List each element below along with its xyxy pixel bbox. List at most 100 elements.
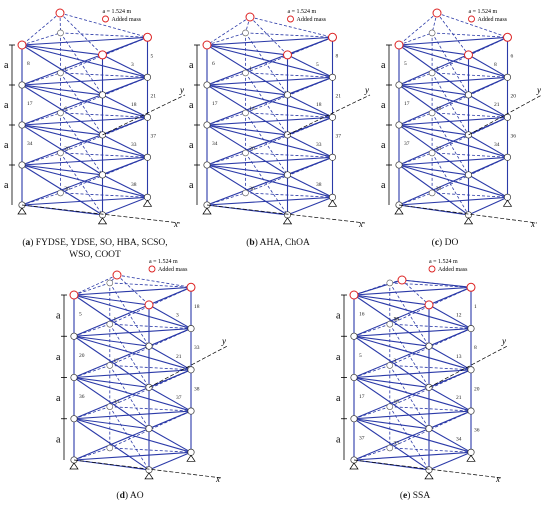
member-line — [468, 174, 508, 198]
truss-node — [18, 81, 26, 89]
member-label: 12 — [456, 313, 462, 319]
added-mass-node — [186, 282, 196, 292]
member-line — [398, 156, 508, 206]
truss-node — [18, 121, 26, 129]
member-label: 20 — [79, 353, 85, 359]
member-line-hidden — [432, 152, 508, 158]
member-label: 21 — [336, 93, 342, 99]
member-label: 38 — [194, 386, 200, 392]
truss-node — [70, 332, 78, 340]
x-axis-line — [206, 204, 366, 224]
truss-node — [386, 444, 394, 452]
member-line — [287, 174, 333, 198]
added-mass-label: Added mass — [158, 267, 188, 273]
member-label: 36 — [474, 428, 480, 434]
member-line — [73, 286, 192, 296]
x-axis-label: x — [495, 474, 500, 484]
truss-node — [145, 425, 153, 433]
y-axis-line — [287, 94, 371, 136]
truss-node — [106, 279, 114, 287]
truss-panel-b: a a a a 1 5 6 8 14 18 17 21 20 33 34 37 36 38 a = 1.524 m A… — [189, 9, 371, 229]
member-line — [148, 345, 192, 371]
member-label: 37 — [404, 141, 410, 147]
member-line — [73, 286, 192, 337]
dimension-label: a — [336, 311, 341, 322]
member-line — [353, 459, 430, 471]
truss-node — [464, 211, 473, 219]
truss-node — [283, 91, 292, 99]
member-line-hidden — [389, 365, 430, 429]
truss-node — [145, 466, 153, 474]
caption-panel-c: (c) DO — [431, 238, 459, 248]
member-line — [73, 418, 150, 471]
member-line — [21, 156, 148, 206]
x-axis-label: x — [358, 219, 363, 229]
dimension-label: a — [56, 393, 61, 404]
member-label: 3 — [131, 62, 134, 68]
member-label: 21 — [176, 354, 182, 360]
member-line-hidden — [353, 447, 390, 461]
dimension-label: a — [381, 180, 386, 191]
added-mass-node — [394, 40, 404, 50]
member-line — [73, 294, 150, 306]
member-label: 33 — [131, 142, 137, 148]
member-line — [102, 134, 148, 158]
member-line-hidden — [60, 152, 148, 158]
y-axis-label: y — [536, 85, 541, 95]
truss-node — [350, 415, 358, 423]
dimension-label: a — [381, 100, 386, 111]
truss-node — [503, 73, 512, 81]
member-line-hidden — [109, 406, 150, 471]
member-line-hidden — [109, 323, 150, 388]
member-line — [398, 76, 508, 126]
member-label: 20 — [474, 386, 480, 392]
dimension-label: a — [189, 140, 194, 151]
added-mass-node — [245, 12, 255, 22]
member-line — [287, 94, 333, 118]
member-label: 18 — [194, 304, 200, 310]
member-label: 18 — [316, 102, 322, 108]
truss-node — [187, 366, 195, 374]
member-line-hidden — [389, 406, 430, 471]
member-line — [206, 124, 288, 176]
member-line — [428, 451, 472, 471]
support-symbol — [97, 217, 108, 225]
member-line — [102, 54, 148, 78]
member-line — [206, 156, 333, 206]
truss-node — [143, 73, 152, 81]
added-mass-label: Added mass — [478, 17, 508, 23]
member-line — [21, 36, 148, 86]
member-line — [73, 451, 192, 461]
added-mass-legend-icon — [102, 15, 109, 23]
truss-node — [203, 81, 211, 89]
member-label: 1 — [249, 66, 252, 72]
support-symbol — [466, 454, 476, 462]
member-line-hidden — [206, 16, 251, 46]
member-line-hidden — [398, 72, 433, 86]
member-line-hidden — [353, 406, 390, 420]
caption-panel-a: (a) FYDSE, YDSE, SO, HBA, SCSO, WSO, COOT — [22, 238, 168, 260]
truss-node — [106, 320, 114, 328]
member-line — [73, 335, 150, 347]
member-label: 21 — [494, 102, 500, 108]
truss-node — [503, 153, 512, 161]
member-line-hidden — [206, 72, 246, 86]
truss-node — [143, 153, 152, 161]
member-line — [353, 335, 430, 347]
member-line-hidden — [432, 72, 508, 78]
member-line-hidden — [431, 12, 438, 33]
x-axis-line — [398, 204, 538, 224]
support-symbol — [282, 217, 293, 225]
member-line-hidden — [389, 365, 472, 371]
truss-node — [57, 149, 64, 157]
member-line-hidden — [389, 282, 472, 288]
member-line — [398, 124, 469, 136]
truss-node — [106, 403, 114, 410]
added-mass-node — [328, 32, 337, 42]
member-label: 38 — [316, 182, 322, 188]
member-line — [398, 84, 469, 136]
member-line — [206, 76, 333, 86]
member-line — [398, 116, 508, 166]
member-line-hidden — [21, 152, 61, 166]
